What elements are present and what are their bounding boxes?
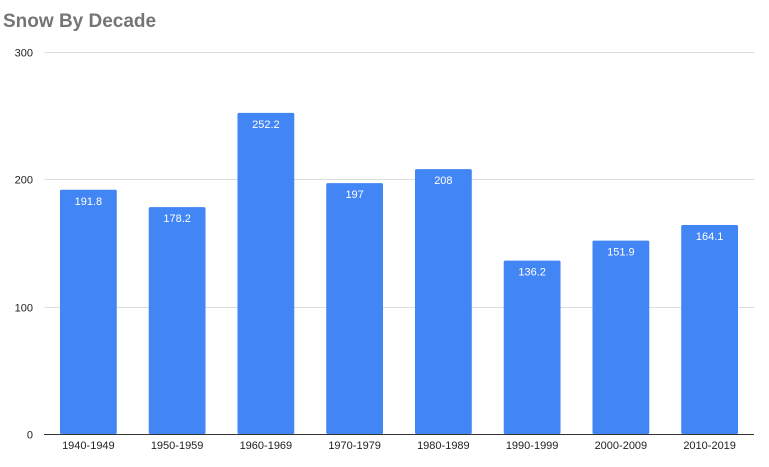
data-label-1940-1949: 191.8 [75,196,103,208]
y-tick-label: 0 [27,430,33,442]
bar-1980-1989 [414,169,472,434]
bar-2000-2009 [592,240,650,434]
x-tick-label-1990-1999: 1990-1999 [506,440,559,452]
data-label-1960-1969: 252.2 [252,119,280,131]
bar-2010-2019 [681,225,739,434]
data-label-2000-2009: 151.9 [607,247,635,259]
y-axis-tick-labels: 0 100 200 300 [15,48,33,442]
x-tick-label-2000-2009: 2000-2009 [595,440,648,452]
y-tick-label: 200 [15,175,33,187]
y-tick-label: 300 [15,48,33,60]
bars [59,112,739,435]
chart-title: Snow By Decade [3,11,156,32]
data-label-2010-2019: 164.1 [696,231,724,243]
x-tick-label-1980-1989: 1980-1989 [417,440,470,452]
data-label-1970-1979: 197 [345,189,363,201]
bar-1950-1959 [148,207,206,434]
x-tick-label-1960-1969: 1960-1969 [240,440,293,452]
bar-1970-1979 [326,183,384,434]
x-tick-label-1970-1979: 1970-1979 [328,440,381,452]
x-tick-label-1950-1959: 1950-1959 [151,440,204,452]
x-tick-label-1940-1949: 1940-1949 [62,440,115,452]
data-label-1990-1999: 136.2 [518,267,546,279]
bar-1990-1999 [503,260,561,434]
data-label-1980-1989: 208 [434,175,452,187]
x-axis-tick-labels: 1940-1949 1950-1959 1960-1969 1970-1979 1980… [62,440,736,452]
y-tick-label: 100 [15,303,33,315]
data-label-1950-1959: 178.2 [163,213,191,225]
bar-1960-1969 [237,112,295,435]
x-tick-label-2010-2019: 2010-2019 [683,440,736,452]
data-labels: 191.8 178.2 252.2 197 208 136.2 151.9 164.1 [75,119,724,279]
bar-1940-1949 [59,189,117,434]
